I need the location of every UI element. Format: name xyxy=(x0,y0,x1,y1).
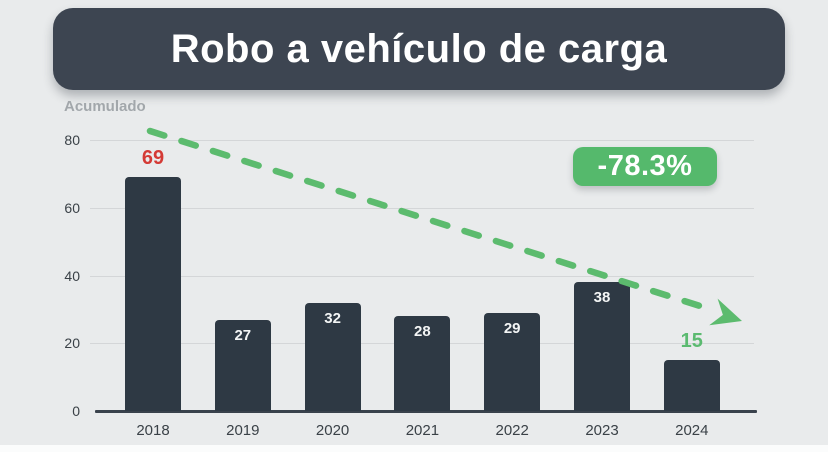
bar-2024 xyxy=(663,360,720,411)
bar-value-label: 32 xyxy=(324,309,341,327)
x-tick-label: 2024 xyxy=(675,422,709,439)
bar-2019 xyxy=(214,319,271,411)
gridline xyxy=(90,275,754,277)
gridline xyxy=(90,140,754,141)
bar-value-label: 69 xyxy=(141,147,165,170)
y-tick-label: 60 xyxy=(64,199,80,216)
x-tick-label: 2019 xyxy=(226,422,260,439)
y-tick-label: 20 xyxy=(64,335,80,352)
bar-2020 xyxy=(304,302,361,411)
chart-title: Robo a vehículo de carga xyxy=(170,26,668,71)
y-tick-label: 40 xyxy=(64,267,80,284)
gridline xyxy=(90,207,754,209)
bottom-strip xyxy=(0,445,828,452)
x-tick-label: 2018 xyxy=(136,422,170,439)
change-badge-label: -78.3% xyxy=(597,150,693,182)
bar-value-label: 29 xyxy=(503,319,521,337)
x-tick-label: 2021 xyxy=(405,422,440,439)
y-axis-title: Acumulado xyxy=(64,98,146,115)
bar-value-label: 27 xyxy=(234,326,252,344)
x-tick-label: 2023 xyxy=(585,422,619,439)
x-axis-line xyxy=(95,410,757,413)
bar-2021 xyxy=(394,316,451,411)
y-tick-label: 0 xyxy=(72,403,80,419)
bar-value-label: 38 xyxy=(593,289,611,307)
bar-2022 xyxy=(484,312,541,411)
change-badge: -78.3% xyxy=(573,147,717,186)
bar-value-label: 28 xyxy=(414,323,431,341)
title-banner: Robo a vehículo de carga xyxy=(53,8,785,90)
bar-2018 xyxy=(125,177,181,411)
x-tick-label: 2022 xyxy=(495,422,529,439)
bar-value-label: 15 xyxy=(680,330,703,353)
y-tick-label: 80 xyxy=(64,132,80,148)
x-tick-label: 2020 xyxy=(315,422,350,439)
